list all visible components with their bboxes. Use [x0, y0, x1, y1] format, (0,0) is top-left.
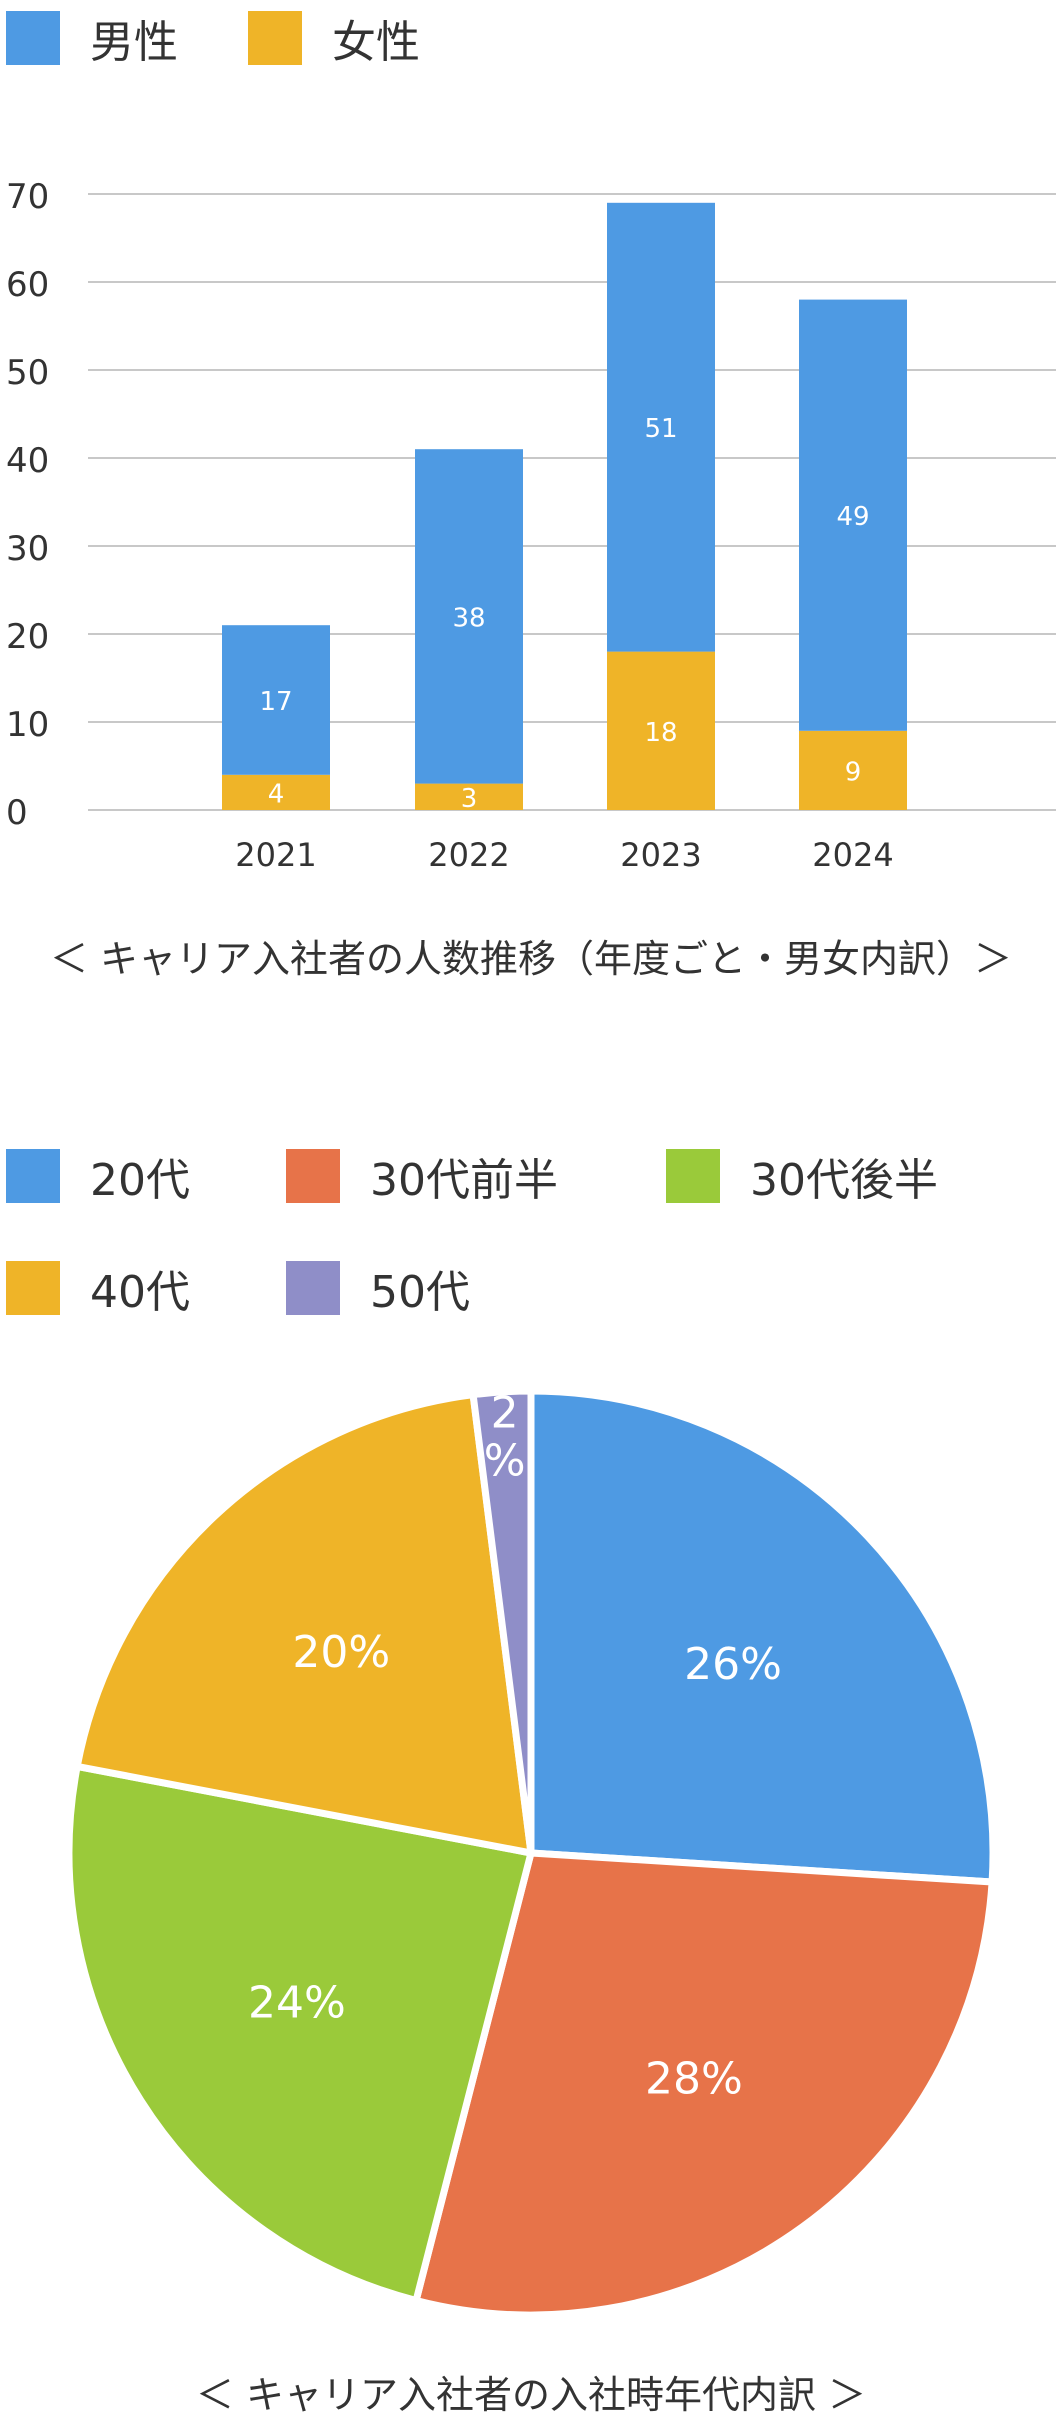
pie-slice-label: 26% [684, 1639, 782, 1690]
pie-slice-1 [412, 1849, 996, 2319]
pie-slice-0 [527, 1387, 997, 1886]
legend-item-male: 男性 [6, 8, 178, 68]
bar-data-label: 38 [452, 603, 485, 633]
legend-label-20s: 20代 [90, 1155, 190, 1206]
legend-label-40s: 40代 [90, 1267, 190, 1318]
y-tick-label: 40 [6, 441, 49, 481]
pie-slice-label: 2% [484, 1387, 526, 1486]
legend-item-late-30s: 30代後半 [666, 1146, 938, 1206]
bar-2022-female [415, 783, 523, 810]
legend-swatch-50s [286, 1261, 340, 1315]
legend-label-late-30s: 30代後半 [750, 1155, 938, 1206]
pie-slice-label: 24% [248, 1978, 346, 2029]
legend-label-early-30s: 30代前半 [370, 1155, 558, 1206]
y-tick-label: 50 [6, 353, 49, 393]
pie-slice-2 [65, 1762, 535, 2304]
bar-data-label: 9 [845, 757, 862, 787]
y-tick-label: 0 [6, 793, 28, 833]
pie-chart-legend: 20代 30代前半 30代後半 40代 50代 [6, 1146, 1062, 1370]
y-tick-label: 20 [6, 617, 49, 657]
bar-2021-male [222, 625, 330, 775]
bar-2024-male [799, 299, 907, 731]
bar-data-label: 51 [644, 414, 677, 444]
bar-chart: 0 10 20 30 40 50 60 70 4 17 2021 3 38 2022 18 51 2023 9 49… [6, 177, 1056, 874]
pie-slice-3 [73, 1391, 535, 1857]
bar-2023-male [607, 202, 715, 652]
legend-item-40s: 40代 [6, 1258, 216, 1318]
legend-swatch-male [6, 11, 60, 65]
y-tick-label: 70 [6, 177, 49, 217]
y-tick-label: 60 [6, 265, 49, 305]
legend-swatch-40s [6, 1261, 60, 1315]
legend-label-male: 男性 [90, 17, 178, 68]
x-tick-label: 2022 [428, 836, 509, 874]
legend-label-50s: 50代 [370, 1267, 470, 1318]
legend-item-50s: 50代 [286, 1258, 470, 1318]
svg-text:%: % [484, 1435, 526, 1486]
bar-data-label: 3 [461, 784, 478, 814]
legend-swatch-female [248, 11, 302, 65]
pie-slice-4 [469, 1387, 535, 1857]
pie-slice-label: 20% [292, 1627, 390, 1678]
bar-chart-caption: ＜ キャリア入社者の人数推移（年度ごと・男女内訳）＞ [49, 937, 1013, 981]
y-tick-label: 30 [6, 529, 49, 569]
bar-data-label: 18 [644, 718, 677, 748]
x-tick-label: 2024 [812, 836, 893, 874]
x-tick-label: 2023 [620, 836, 701, 874]
bar-2023-female [607, 651, 715, 810]
legend-swatch-early-30s [286, 1149, 340, 1203]
legend-swatch-20s [6, 1149, 60, 1203]
bar-chart-legend: 男性 女性 [6, 8, 490, 68]
bar-data-label: 4 [268, 779, 285, 809]
legend-item-female: 女性 [248, 8, 420, 68]
bar-2021-female [222, 774, 330, 810]
pie-chart-caption: ＜ キャリア入社者の入社時年代内訳 ＞ [195, 2373, 867, 2417]
svg-text:2: 2 [491, 1387, 519, 1438]
bar-data-label: 49 [836, 502, 869, 532]
bar-2022-male [415, 449, 523, 784]
bar-data-label: 17 [259, 687, 292, 717]
legend-item-20s: 20代 [6, 1146, 216, 1206]
bar-2024-female [799, 730, 907, 810]
legend-label-female: 女性 [332, 17, 420, 68]
x-tick-label: 2021 [235, 836, 316, 874]
y-tick-label: 10 [6, 705, 49, 745]
legend-swatch-late-30s [666, 1149, 720, 1203]
pie-slice-label: 28% [645, 2053, 743, 2104]
legend-item-early-30s: 30代前半 [286, 1146, 596, 1206]
